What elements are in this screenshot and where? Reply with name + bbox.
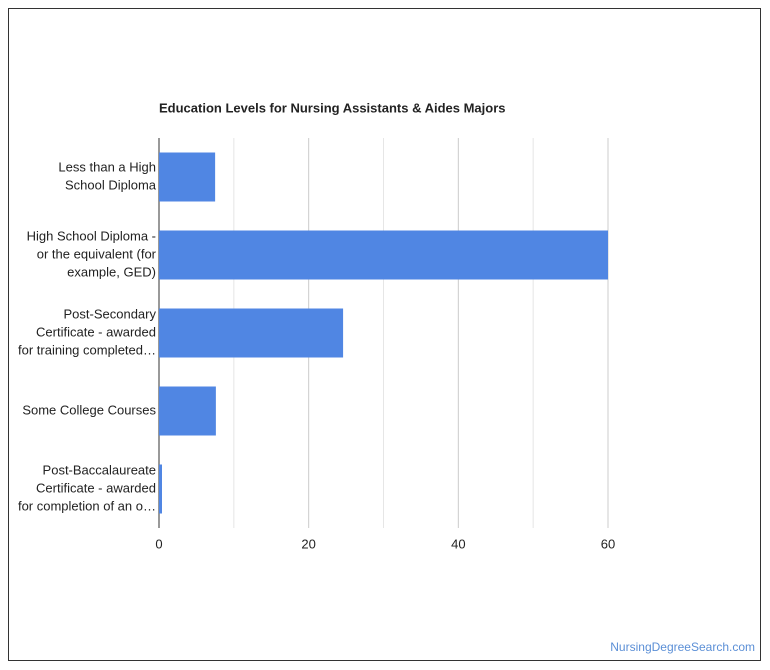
y-tick-label: Certificate - awarded	[36, 324, 156, 339]
x-tick-label: 60	[601, 536, 615, 551]
x-tick-label: 40	[451, 536, 465, 551]
y-tick-label: Certificate - awarded	[36, 480, 156, 495]
y-tick-label: Post-Secondary	[64, 306, 157, 321]
y-tick-label: Some College Courses	[22, 402, 156, 417]
frame	[8, 8, 761, 661]
bar	[159, 386, 216, 436]
bar	[159, 152, 216, 202]
source-link[interactable]: NursingDegreeSearch.com	[610, 640, 755, 654]
bar	[159, 464, 162, 514]
y-tick-label: Post-Baccalaureate	[43, 462, 156, 477]
y-tick-label: example, GED)	[67, 264, 156, 279]
y-tick-label: or the equivalent (for	[37, 246, 157, 261]
y-tick-label: for completion of an o…	[18, 498, 156, 513]
y-tick-label: for training completed…	[18, 342, 156, 357]
y-tick-label: Less than a High	[58, 159, 156, 174]
x-tick-label: 20	[301, 536, 315, 551]
y-tick-label: High School Diploma -	[27, 228, 156, 243]
chart-title: Education Levels for Nursing Assistants …	[159, 100, 506, 115]
bar	[159, 308, 344, 358]
y-tick-label: School Diploma	[65, 177, 157, 192]
x-tick-label: 0	[155, 536, 162, 551]
bar	[159, 230, 608, 280]
